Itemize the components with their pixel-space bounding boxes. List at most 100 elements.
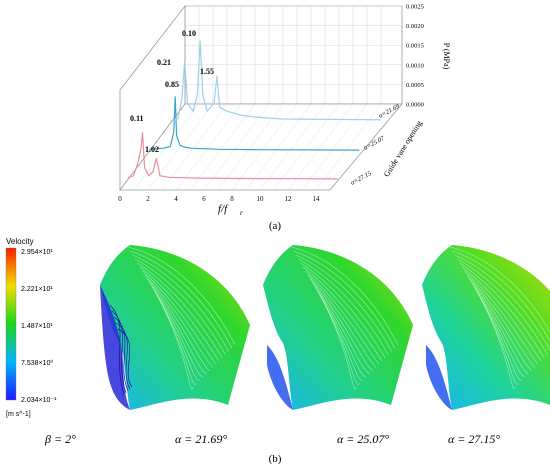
vortex-streamline [113,316,129,392]
x-tick-label: 12 [285,195,293,203]
streamline [130,250,233,349]
z-tick-label: 0.0015 [406,43,424,50]
streamline [149,282,207,375]
streamline [290,246,399,346]
streamline [466,274,535,368]
streamlines-a2169 [290,246,399,390]
streamlines-a2507 [449,246,550,390]
floor-grid-line [287,103,354,191]
x-tick-label: 10 [257,195,265,203]
floor-grid-line [147,103,214,191]
streamline [457,258,548,355]
colorbar-title: Velocity [6,237,34,246]
floor-grid-line [301,103,368,191]
streamline [464,270,539,365]
peak-annotation: 0.21 [157,58,171,67]
streamline [461,266,542,362]
streamline [314,286,367,378]
x-tick-layer: 0 2 4 6 8 10 12 14 [118,195,320,203]
floor-grid-line [203,103,270,191]
streamline [158,298,194,390]
subplot-label-4: α = 27.15° [448,432,500,446]
floor-grid-line [175,103,242,191]
annotation-layer: 0.10 0.21 0.85 1.55 0.11 1.02 [130,29,214,154]
x-tick-label: 8 [230,195,234,203]
streamline-plot-beta-2 [100,245,250,410]
back-wall-grid [185,5,402,104]
colorbar-tick-label: 7.538×10⁰ [21,359,53,367]
colorbar-tick-layer: 2.954×10¹ 2.221×10¹ 1.487×10¹ 7.538×10⁰ 2.03… [21,249,57,404]
streamline [309,278,373,371]
panel-b-caption: (b) [269,453,282,465]
floor-grid-line [189,103,256,191]
streamline [144,274,213,368]
streamline-panel: Velocity 2.954×10¹ 2.221×10¹ 1.487×10¹ 7.53… [5,237,550,465]
streamline [139,266,220,362]
streamline [302,266,383,362]
peak-annotation: 0.11 [130,114,144,123]
streamline [293,250,396,349]
colorbar-tick-label: 2.954×10¹ [21,249,53,256]
streamline [154,290,200,381]
z-tick-layer: 0.0000 0.0005 0.0010 0.0015 0.0020 0.0025 [406,4,424,109]
colorbar-tick-label: 2.221×10¹ [21,286,53,293]
vortex-streamline [117,328,133,388]
colorbar-unit: [m s^-1] [6,411,31,418]
streamline [468,278,532,371]
z-tick-label: 0.0025 [406,4,424,11]
subplot-label-3: α = 25.07° [337,432,389,446]
x-tick-label: 6 [202,195,206,203]
waterfall-chart: 0 2 4 6 8 10 12 14 0.00000.00050.00100.00150.00… [118,4,451,233]
z-tick-label: 0.0005 [406,82,424,89]
z-tick-label: 0.0000 [406,102,424,109]
series-line-1 [127,132,338,180]
floor-grid-line [161,103,228,191]
colorbar-tick-label: 2.034×10⁻¹ [21,397,57,404]
vortex-streamline [111,310,127,394]
streamline [317,290,363,381]
streamline [473,286,526,378]
subplot-label-2: α = 21.69° [175,432,227,446]
x-tick-label: 2 [146,195,150,203]
series-layer [127,40,381,180]
panel-a-caption: (a) [269,220,282,232]
floor-grid-line [259,103,326,191]
subplot-label-1: β = 2° [44,432,76,446]
streamline [449,246,550,333]
streamline [480,298,516,390]
streamline-plot-a2507 [422,245,550,410]
streamline [459,262,545,358]
floor-grid-line [273,103,340,191]
colorbar-tick-label: 1.487×10¹ [21,323,53,330]
streamline [321,298,357,390]
z-tick-label: 0.0020 [406,23,424,30]
streamline [135,258,226,355]
streamline [137,262,223,358]
streamline [298,258,389,355]
floor-grid [133,103,382,191]
x-axis-label: f/f [218,203,229,215]
floor-grid-line [315,103,382,191]
z-axis-label: P (MPa) [442,43,451,70]
streamline [454,254,550,351]
streamline [146,278,210,371]
peak-annotation: 0.10 [182,29,196,38]
streamline [151,286,204,378]
streamline [312,282,370,375]
streamline-plot-a2169 [263,245,413,410]
vortex-streamline [115,322,131,390]
streamlines-beta-2 [109,246,236,396]
streamline [452,250,550,342]
series-label: α=27.15 [350,170,374,187]
colorbar [5,247,17,401]
vortex-streamline [109,304,125,396]
streamline [476,290,522,381]
x-tick-label: 14 [313,195,321,203]
y-axis-label: Guide vane opening [382,119,424,178]
floor-grid-line [231,103,298,191]
streamline [305,270,380,365]
z-tick-label: 0.0010 [406,62,424,69]
streamline [295,254,392,352]
streamline [307,274,376,368]
